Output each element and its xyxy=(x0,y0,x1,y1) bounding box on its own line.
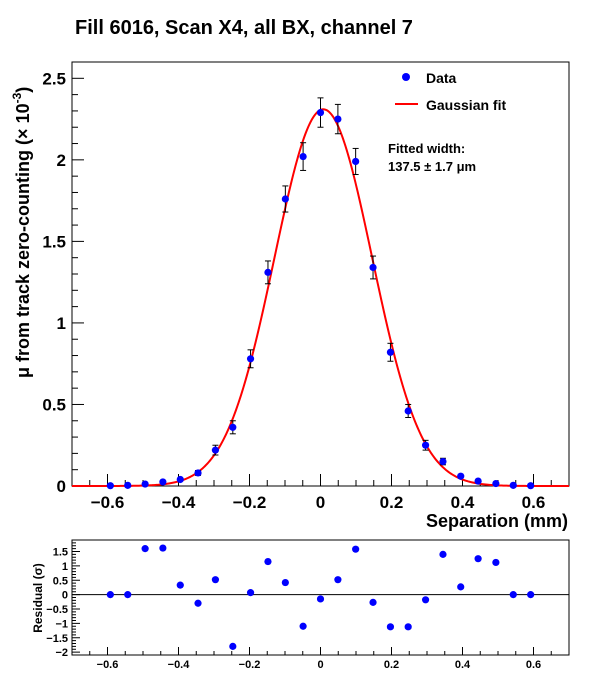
residual-point xyxy=(369,598,377,606)
data-point xyxy=(229,423,237,431)
data-point xyxy=(334,115,342,123)
residual-x-tick-label: −0.2 xyxy=(239,659,261,671)
residual-x-tick-label: 0.6 xyxy=(526,659,541,671)
residual-x-tick-label: −0.6 xyxy=(97,659,119,671)
main-x-tick-label: 0 xyxy=(316,493,325,512)
data-point xyxy=(457,472,465,480)
residual-point xyxy=(299,622,307,630)
residual-point xyxy=(141,545,149,553)
data-point xyxy=(404,407,412,415)
residual-x-tick-label: 0.2 xyxy=(384,659,399,671)
main-x-axis-label: Separation (mm) xyxy=(426,511,568,531)
fit-annotation-title: Fitted width: xyxy=(388,141,465,156)
data-point xyxy=(352,157,360,166)
legend-data-marker xyxy=(402,73,410,81)
data-point xyxy=(124,481,132,489)
legend-fit-label: Gaussian fit xyxy=(426,97,506,113)
data-point xyxy=(264,268,272,276)
data-point xyxy=(369,263,377,272)
residual-y-tick-label: −0.5 xyxy=(46,604,68,616)
main-x-tick-label: 0.2 xyxy=(380,493,404,512)
residual-point xyxy=(527,591,535,599)
data-point xyxy=(194,469,202,477)
residual-point xyxy=(421,596,430,604)
residual-point xyxy=(492,558,500,567)
residual-y-tick-label: 0 xyxy=(62,590,68,602)
data-point xyxy=(509,481,517,489)
main-x-axis: −0.6 −0.4 −0.2 0 0.2 0.4 0.6 xyxy=(71,474,570,512)
data-point xyxy=(439,457,447,466)
residual-point xyxy=(457,583,465,591)
residual-y-tick-label: −2 xyxy=(55,647,68,659)
data-point xyxy=(386,348,395,356)
legend: Data Gaussian fit xyxy=(395,70,506,113)
data-point xyxy=(211,446,220,454)
main-y-tick-label: 0.5 xyxy=(42,395,66,414)
residual-point xyxy=(229,642,237,650)
main-y-tick-label: 1.5 xyxy=(42,232,66,251)
data-point xyxy=(246,355,255,363)
main-x-tick-label: −0.2 xyxy=(233,493,267,512)
main-y-tick-label: 2 xyxy=(57,151,66,170)
residual-point xyxy=(334,576,342,584)
residual-point xyxy=(386,623,395,631)
legend-data-label: Data xyxy=(426,70,457,86)
residual-point xyxy=(264,557,272,566)
residual-point xyxy=(352,545,360,553)
main-y-tick-label: 1 xyxy=(57,314,66,333)
residual-point xyxy=(246,589,255,597)
residual-point xyxy=(194,599,202,607)
residual-point xyxy=(439,550,447,558)
residual-x-tick-label: 0 xyxy=(317,659,323,671)
data-point xyxy=(299,152,307,161)
fit-annotation-value: 137.5 ± 1.7 μm xyxy=(388,159,476,174)
data-point xyxy=(316,108,325,117)
residual-point xyxy=(404,623,412,631)
residual-point xyxy=(124,591,132,599)
main-y-tick-label: 0 xyxy=(57,477,66,496)
residual-point xyxy=(281,578,289,587)
residual-y-axis: −2 −1.5 −1 −0.5 0 0.5 1 1.5 xyxy=(46,539,80,659)
residual-point xyxy=(176,581,184,589)
main-x-tick-label: 0.6 xyxy=(522,493,546,512)
residual-point xyxy=(316,595,325,603)
main-x-tick-label: −0.6 xyxy=(91,493,125,512)
residual-x-tick-label: 0.4 xyxy=(455,659,471,671)
residual-y-axis-label: Residual (σ) xyxy=(31,563,45,633)
data-point xyxy=(176,475,184,484)
main-x-tick-label: −0.4 xyxy=(162,493,196,512)
data-point xyxy=(281,195,289,203)
main-y-axis: 0 0.5 1 1.5 2 2.5 xyxy=(42,61,84,496)
main-x-tick-label: 0.4 xyxy=(451,493,475,512)
data-point xyxy=(421,441,430,449)
data-point xyxy=(527,482,535,490)
gaussian-fit-line xyxy=(72,108,569,487)
chart-title: Fill 6016, Scan X4, all BX, channel 7 xyxy=(75,17,413,39)
residual-point xyxy=(474,555,482,563)
residual-point xyxy=(211,576,220,584)
residual-x-axis: −0.6 −0.4 −0.2 0 0.2 0.4 0.6 xyxy=(71,647,570,671)
residual-point xyxy=(159,544,167,552)
residual-y-tick-label: −1.5 xyxy=(46,633,68,645)
data-point xyxy=(492,479,500,488)
data-point xyxy=(141,480,149,488)
residual-y-tick-label: 1 xyxy=(62,561,68,573)
residual-x-tick-label: −0.4 xyxy=(168,659,191,671)
residual-y-tick-label: 0.5 xyxy=(53,575,68,587)
residual-point xyxy=(509,591,517,599)
main-y-tick-label: 2.5 xyxy=(42,69,66,88)
gaussian-fit-layer xyxy=(72,108,569,487)
residual-y-tick-label: −1 xyxy=(55,618,68,630)
data-point xyxy=(474,477,482,485)
data-point xyxy=(159,478,167,486)
data-points-layer xyxy=(106,97,535,490)
residual-y-tick-label: 1.5 xyxy=(53,547,68,559)
data-point xyxy=(106,482,114,490)
residual-point xyxy=(106,591,114,599)
main-y-axis-label: μ from track zero-counting (× 10-3) xyxy=(10,87,33,378)
residual-points-layer xyxy=(106,544,535,650)
